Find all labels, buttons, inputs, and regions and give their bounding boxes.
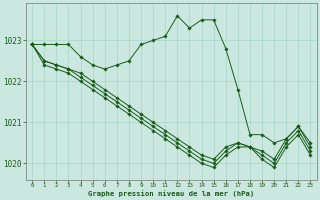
X-axis label: Graphe pression niveau de la mer (hPa): Graphe pression niveau de la mer (hPa)	[88, 190, 254, 197]
